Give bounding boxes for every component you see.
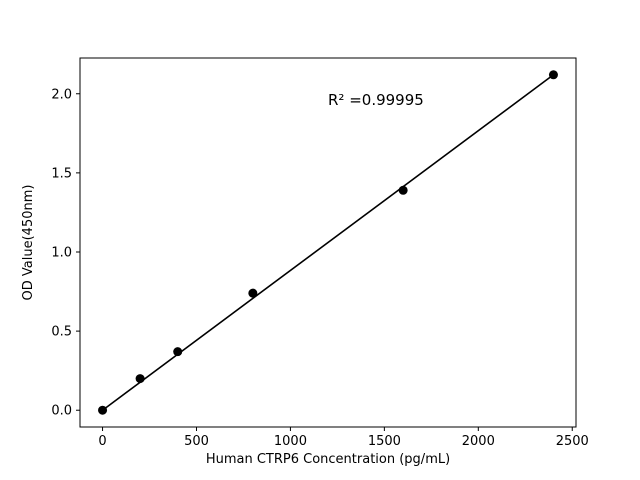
x-tick-label: 1500 [368,434,401,449]
data-point [398,185,408,195]
data-point [173,347,183,357]
r-squared-annotation: R² =0.99995 [328,91,424,109]
x-tick-label: 1000 [274,434,307,449]
y-tick-label: 0.0 [51,404,72,419]
x-tick-label: 2500 [556,434,589,449]
x-tick-label: 2000 [462,434,495,449]
data-point [248,288,258,298]
y-tick-label: 2.0 [51,87,72,102]
x-tick-label: 500 [184,434,209,449]
data-point [548,70,558,80]
y-tick-label: 1.0 [51,245,72,260]
data-point [98,405,108,415]
x-axis-label: Human CTRP6 Concentration (pg/mL) [206,452,450,467]
y-tick-label: 1.5 [51,166,72,181]
data-point [135,374,145,384]
y-tick-label: 0.5 [51,325,72,340]
plot-spines [79,57,577,428]
x-tick-label: 0 [98,434,106,449]
y-axis-label: OD Value(450nm) [21,185,36,301]
